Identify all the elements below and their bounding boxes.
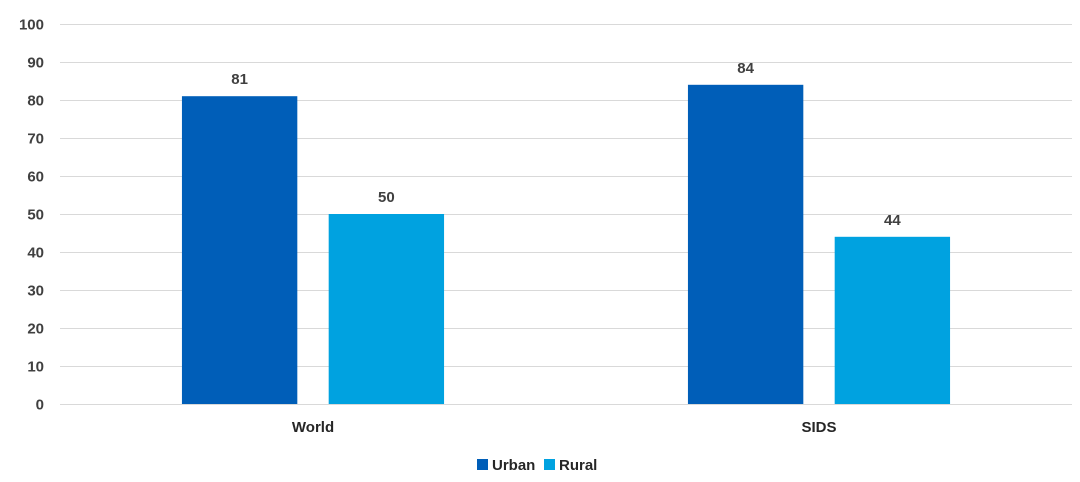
data-label: 81 — [231, 71, 248, 88]
x-axis-category-labels: World SIDS — [292, 419, 837, 436]
x-category-label: World — [292, 419, 334, 436]
legend-label-urban: Urban — [492, 457, 535, 474]
data-label: 44 — [884, 212, 901, 229]
y-tick-label: 10 — [27, 359, 44, 376]
legend-swatch-rural — [544, 459, 555, 470]
bar-rural-sids — [834, 236, 951, 404]
y-tick-label: 90 — [27, 55, 44, 72]
data-labels: 81 50 84 44 — [231, 60, 901, 229]
legend-label-rural: Rural — [559, 457, 597, 474]
y-tick-label: 70 — [27, 131, 44, 148]
x-category-label: SIDS — [801, 419, 836, 436]
y-tick-label: 40 — [27, 245, 44, 262]
bar-urban-sids — [687, 84, 804, 405]
y-tick-label: 30 — [27, 283, 44, 300]
y-tick-label: 20 — [27, 321, 44, 338]
bar-urban-world — [181, 96, 298, 404]
y-axis-tick-labels: 0 10 20 30 40 50 60 70 80 90 100 — [19, 17, 44, 414]
y-tick-label: 60 — [27, 169, 44, 186]
y-tick-label: 50 — [27, 207, 44, 224]
legend-swatch-urban — [477, 459, 488, 470]
y-tick-label: 100 — [19, 17, 44, 34]
y-tick-label: 80 — [27, 93, 44, 110]
y-tick-label: 0 — [36, 397, 44, 414]
bars — [181, 84, 951, 405]
data-label: 50 — [378, 189, 395, 206]
bar-rural-world — [328, 214, 445, 404]
data-label: 84 — [737, 60, 754, 77]
legend: Urban Rural — [477, 457, 597, 474]
